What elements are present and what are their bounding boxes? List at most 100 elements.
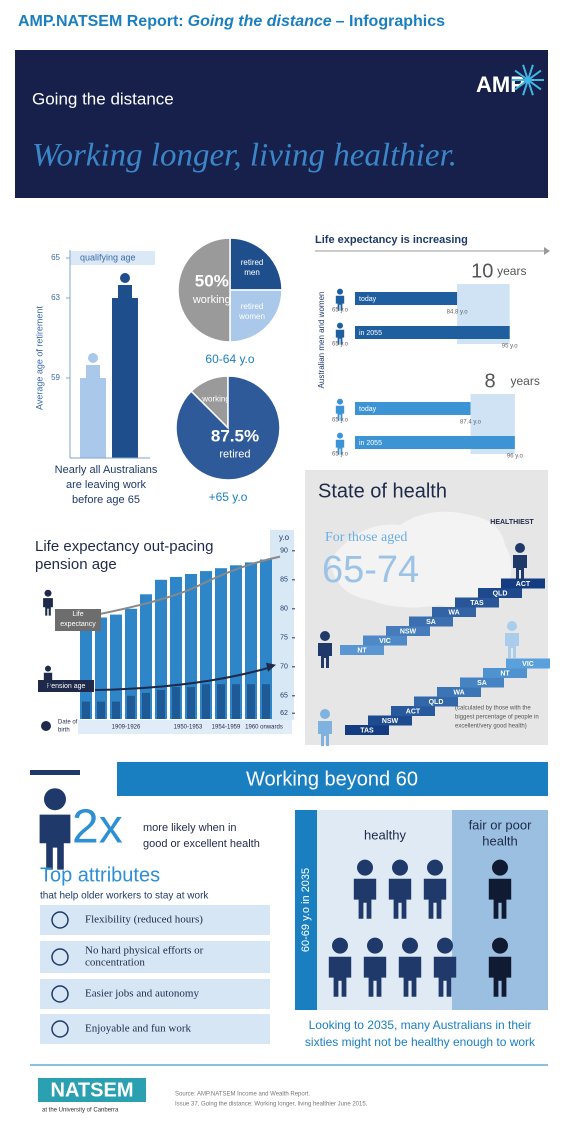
value-label: 95 y.o [502, 344, 519, 350]
axis-label: Average age of retirement [34, 306, 44, 410]
gain-number: 10 [471, 260, 493, 282]
life-bar [155, 579, 167, 719]
attributes-subtitle: that help older workers to stay at work [40, 891, 209, 902]
figure-head [492, 937, 508, 954]
figure-head [357, 859, 373, 876]
figure-body [335, 439, 345, 455]
attribute-text: Enjoyable and fun work [85, 1023, 191, 1035]
stair-step [506, 658, 550, 669]
figure [335, 398, 345, 421]
logo-star-ray [527, 79, 534, 96]
y-tick-label: 65 [51, 253, 60, 262]
figure-body [423, 878, 447, 919]
figure [353, 859, 377, 919]
stair-step [340, 645, 384, 655]
trend-arrow [94, 665, 273, 691]
life-bar [215, 568, 227, 719]
pie-caption: 60-64 y.o [205, 352, 254, 366]
y-tick-label: 63 [51, 293, 60, 302]
pension-bar [112, 701, 120, 719]
attribute-text: Easier jobs and autonomy [85, 988, 199, 1000]
bar [355, 436, 515, 449]
page-title: AMP.NATSEM Report: Going the distance – In… [18, 13, 445, 30]
axis-unit: y.o [279, 533, 290, 542]
figure [318, 631, 332, 668]
state-label: WA [453, 689, 464, 696]
start-label: 65 y.o [332, 418, 349, 424]
pie-label: retired [241, 302, 264, 311]
logo-star-ray [527, 69, 542, 81]
figure [335, 288, 345, 311]
bar-label: today [359, 406, 377, 413]
figure [318, 709, 332, 746]
pension-bar [127, 695, 135, 719]
figure-body [43, 598, 53, 616]
banner-bg [15, 50, 548, 198]
stair-step [409, 616, 453, 627]
pie-value-label: 50% [195, 271, 229, 290]
figure [488, 937, 512, 997]
life-bar [80, 620, 92, 719]
figure [513, 543, 527, 580]
figure-head [507, 621, 517, 631]
y-tick-label: 90 [280, 548, 288, 555]
figure-body [328, 956, 352, 997]
figure [488, 859, 512, 919]
pie-caption: +65 y.o [209, 490, 248, 504]
subtitle: For those aged [325, 530, 407, 545]
state-label: TAS [470, 600, 484, 607]
state-label: ACT [516, 581, 531, 588]
pie-slice [177, 237, 231, 343]
logo-star-ray [527, 79, 542, 91]
group-label: 1909-1926 [112, 725, 141, 731]
figure-head [337, 322, 343, 329]
figure [39, 788, 71, 870]
panel-title: Life expectancy is increasing [315, 234, 468, 246]
figure-body [335, 329, 345, 345]
dumbbell [30, 770, 80, 775]
column-header: health [482, 833, 517, 848]
attribute-text: No hard physical efforts or [85, 945, 204, 957]
figure [398, 937, 422, 997]
label-box [38, 680, 94, 692]
life-bar [245, 562, 257, 719]
state-label: QLD [429, 699, 444, 706]
pension-bar [97, 701, 105, 719]
state-label: WA [448, 609, 459, 616]
figure [433, 937, 457, 997]
figure-head [427, 859, 443, 876]
state-label: NSW [400, 628, 417, 635]
figure-head [320, 709, 330, 719]
stair-step [391, 706, 435, 716]
y-tick-label: 70 [280, 664, 288, 671]
axis-label: Australian men and women [317, 292, 326, 389]
life-bar [110, 614, 122, 719]
group-label: 1960 onwards [245, 725, 283, 731]
figure-head [45, 665, 51, 672]
healthiest-label: HEALTHIEST [490, 519, 534, 526]
pie-slice [229, 237, 283, 291]
figure [43, 665, 53, 688]
y-tick-label: 59 [51, 373, 60, 382]
qualifying-label: qualifying age [80, 252, 136, 262]
source: Issue 37, Going the distance: Working lo… [175, 1102, 368, 1108]
figure-body [513, 555, 527, 580]
bar [355, 402, 471, 415]
arrow-head [544, 247, 550, 255]
pie-label: working [201, 394, 230, 403]
banner-heading: Going the distance [32, 89, 174, 108]
figure-head [337, 432, 343, 439]
gain-unit: years [511, 374, 540, 388]
stair-step [478, 588, 522, 598]
trend-curve [94, 555, 281, 616]
caption: Nearly all Australians [55, 464, 158, 476]
bar [355, 292, 458, 305]
chart-title: Life expectancy out-pacing [35, 538, 213, 555]
conclusion: Looking to 2035, many Australians in the… [309, 1018, 532, 1032]
pie-slice [175, 375, 281, 481]
series-label: expectancy [60, 621, 96, 628]
stair-step [414, 696, 458, 707]
attribute-row [40, 941, 270, 973]
conclusion: sixties might not be healthy enough to w… [305, 1035, 536, 1049]
